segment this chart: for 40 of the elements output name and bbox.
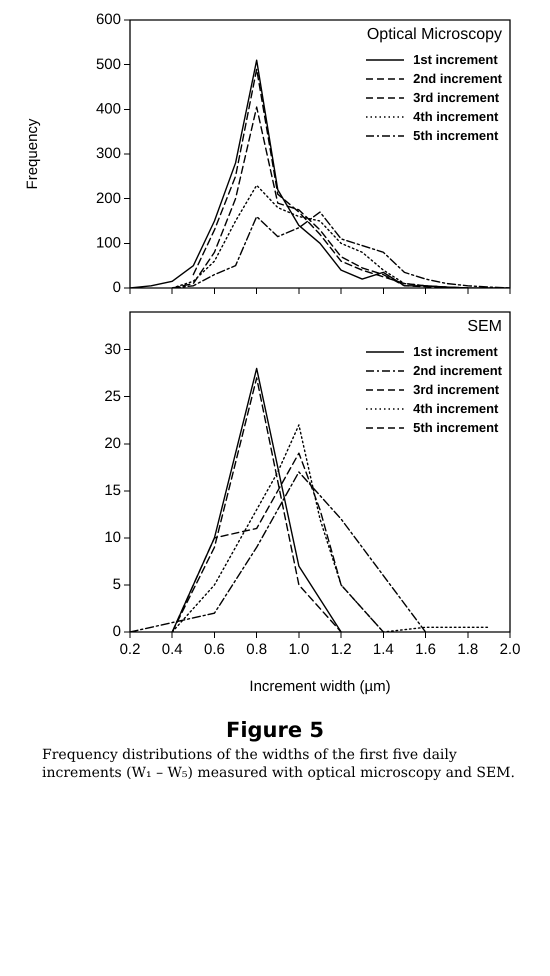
y-tick-label: 0 <box>112 279 121 296</box>
legend-label: 2nd increment <box>413 363 502 378</box>
legend-label: 2nd increment <box>413 71 502 86</box>
y-tick-label: 100 <box>96 234 121 252</box>
legend-title: SEM <box>466 318 502 336</box>
y-tick-label: 20 <box>104 434 121 452</box>
y-tick-label: 400 <box>96 100 121 118</box>
legend-label: 5th increment <box>413 420 498 435</box>
x-tick-label: 1.4 <box>372 641 394 658</box>
legend-label: 4th increment <box>413 109 498 124</box>
x-tick-label: 0.8 <box>246 641 268 658</box>
x-tick-label: 0.4 <box>162 641 183 658</box>
legend-label: 3rd increment <box>413 90 500 105</box>
x-tick-label: 0.2 <box>120 641 140 658</box>
text: Frequency distributions of the widths of the first five daily increments (W₁ – W₅) measured with optical microscopy and SEM. <box>42 746 516 782</box>
legend-label: 4th increment <box>413 401 498 416</box>
x-tick-label: 1.8 <box>457 641 478 658</box>
x-tick-label: 0.6 <box>204 641 225 658</box>
y-tick-label: 10 <box>104 529 121 546</box>
x-tick-label: 1.0 <box>288 641 310 658</box>
y-axis-title: Frequency <box>24 118 42 190</box>
legend-title: Optical Microscopy <box>366 26 502 44</box>
caption: Figure 5 <box>224 718 326 742</box>
y-tick-label: 500 <box>96 56 121 73</box>
legend-label: 3rd increment <box>413 382 500 397</box>
y-tick-label: 0 <box>112 623 121 640</box>
x-axis-title: Increment width (µm) <box>249 678 391 696</box>
legend-label: 1st increment <box>413 52 498 67</box>
legend-label: 1st increment <box>413 344 498 359</box>
y-tick-label: 5 <box>112 576 121 594</box>
y-tick-label: 25 <box>104 388 121 405</box>
x-tick-label: 1.2 <box>330 641 352 658</box>
y-tick-label: 600 <box>96 11 121 28</box>
x-tick-label: 1.6 <box>415 641 436 658</box>
y-tick-label: 30 <box>104 340 121 358</box>
x-tick-label: 2.0 <box>500 641 520 658</box>
y-tick-label: 15 <box>104 482 121 499</box>
y-tick-label: 300 <box>96 145 121 162</box>
legend-label: 5th increment <box>413 128 498 143</box>
y-tick-label: 200 <box>96 190 121 207</box>
